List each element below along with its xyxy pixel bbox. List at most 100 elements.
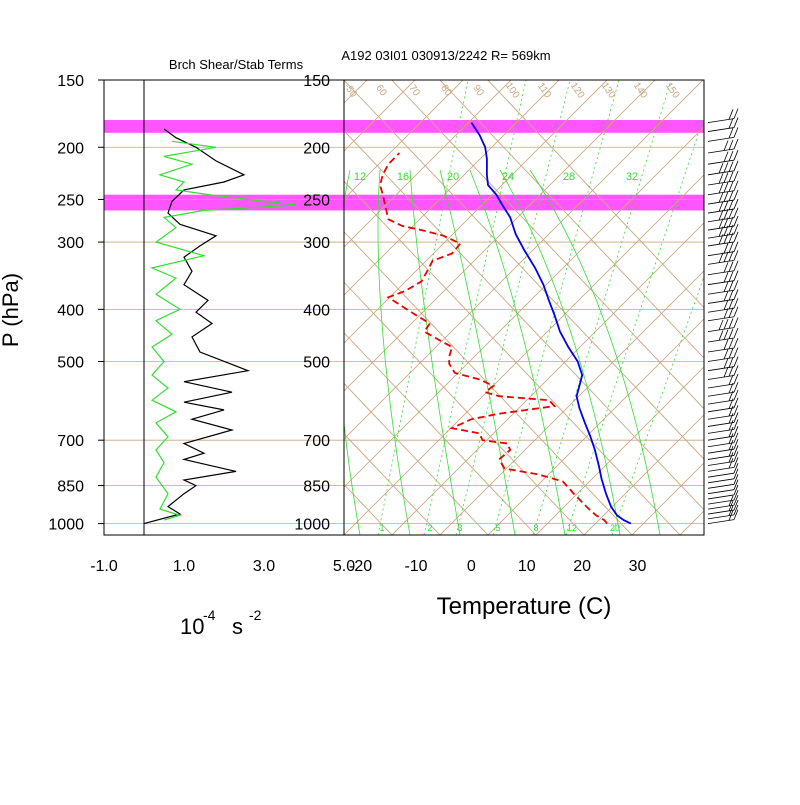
wind-barb — [707, 373, 739, 389]
wind-barb-staff — [707, 429, 735, 434]
isotherm-line — [679, 510, 704, 535]
isotherm-label: 130 — [599, 81, 618, 101]
right-y-tick-label: 400 — [303, 302, 330, 319]
wind-barb-feather — [718, 192, 724, 203]
wind-barb — [707, 468, 739, 484]
left-y-tick-label: 150 — [57, 73, 84, 90]
wind-barb-feather — [728, 366, 734, 377]
wind-barb-feather — [728, 232, 734, 243]
wind-barb-feather — [733, 405, 739, 416]
mixing-ratio-label-bottom: 20 — [610, 523, 620, 533]
wind-barb-feather — [733, 504, 739, 516]
wind-barb — [707, 451, 739, 466]
wind-barb-staff — [707, 270, 735, 276]
isotherm-label: 70 — [406, 83, 422, 99]
left-y-tick-label: 1000 — [48, 517, 84, 534]
wind-barb-feather — [718, 209, 724, 221]
dry-adiabat-line — [0, 80, 296, 535]
wind-barb-feather — [733, 445, 739, 456]
wind-barb-feather — [723, 140, 729, 151]
wind-barb — [707, 484, 739, 500]
wind-barb — [707, 270, 739, 286]
wind-barb-feather — [733, 150, 739, 161]
wind-barb-feather — [733, 280, 739, 291]
mixing-ratio-label-bottom: 12 — [567, 523, 577, 533]
wind-barb-feather — [718, 330, 724, 341]
wind-barb-staff — [707, 180, 735, 186]
wind-barb-feather — [718, 201, 724, 212]
dry-adiabat-line — [344, 130, 704, 511]
wind-barb-feather — [733, 231, 739, 243]
wind-barb — [707, 198, 739, 214]
left-y-tick-label: 300 — [57, 235, 84, 252]
skewt-background — [0, 80, 704, 535]
isotherm-line — [535, 366, 704, 535]
wind-barb-feather — [723, 151, 729, 162]
wind-barb-staff — [707, 489, 735, 495]
wind-barb-feather — [733, 215, 739, 227]
wind-barb-staff — [707, 366, 735, 372]
wind-barb-staff — [707, 448, 735, 454]
temperature-line — [470, 122, 632, 525]
highlight-band — [104, 194, 704, 211]
wind-barb-feather — [728, 446, 734, 457]
wind-barb — [707, 412, 739, 427]
dry-adiabat-line — [439, 80, 704, 359]
moist-adiabat-line — [344, 169, 361, 535]
right-x-tick-label: 0 — [467, 558, 476, 575]
moist-adiabat-line — [439, 169, 516, 535]
wind-barb-feather — [728, 338, 734, 349]
wind-barb-feather — [733, 189, 739, 201]
left-x-tick-label: 1.0 — [173, 558, 195, 575]
wind-barb-feather — [723, 339, 729, 350]
wind-barb — [707, 365, 739, 380]
wind-barb-feather — [728, 298, 734, 310]
wind-barb-feather — [728, 318, 734, 329]
wind-barb-feather — [728, 307, 734, 318]
chart-marks: 12 16 20 24 28 321 2 3 5 8 12 20-50 60 70 80 90 100 110 12… — [0, 73, 739, 575]
wind-barb — [707, 280, 739, 295]
wind-barb — [707, 389, 739, 405]
mixing-ratio-label-bottom: 1 — [379, 523, 384, 533]
moist-adiabat-line — [377, 169, 411, 535]
wind-barb-feather — [723, 329, 729, 340]
wind-barb — [707, 138, 739, 154]
wind-barb-feather — [728, 398, 734, 409]
wind-barb-feather — [728, 390, 734, 402]
dewpoint-line — [379, 152, 608, 525]
wind-barb-feather — [718, 173, 724, 184]
right-x-axis-label: Temperature (C) — [437, 593, 612, 620]
wind-barb — [707, 289, 739, 304]
highlight-band — [104, 120, 704, 133]
wind-barb-feather — [728, 118, 734, 129]
wind-barb-feather — [728, 280, 734, 292]
wind-barb-feather — [733, 289, 739, 300]
wind-barb-feather — [728, 181, 734, 192]
isotherm-line — [344, 80, 704, 440]
wind-barb — [707, 215, 739, 231]
wind-barb-staff — [707, 299, 735, 304]
isotherm-label: 60 — [373, 83, 389, 99]
wind-barb-staff — [707, 136, 735, 142]
wind-barb-staff — [707, 499, 735, 505]
wind-barb-feather — [728, 505, 734, 516]
wind-barb — [707, 117, 739, 132]
wind-barb — [707, 180, 739, 196]
wind-barb — [707, 337, 739, 353]
wind-barb — [707, 494, 739, 510]
wind-barb-feather — [728, 374, 734, 385]
isotherm-line — [487, 318, 704, 535]
mixing-ratio-label-bottom: 8 — [533, 523, 538, 533]
dry-adiabat-line — [344, 180, 681, 535]
wind-barb — [707, 499, 739, 515]
wind-barb-feather — [733, 127, 739, 138]
wind-barb-feather — [728, 109, 734, 120]
wind-barb — [707, 397, 739, 413]
wind-barb-feather — [723, 366, 729, 378]
left-xlabel-unit: s — [232, 614, 243, 639]
wind-barb-staff — [707, 407, 735, 413]
wind-barb-staff — [707, 170, 735, 176]
wind-barb — [707, 479, 739, 495]
mixing-ratio-label-top: 20 — [447, 171, 459, 183]
wind-barb — [707, 160, 739, 176]
